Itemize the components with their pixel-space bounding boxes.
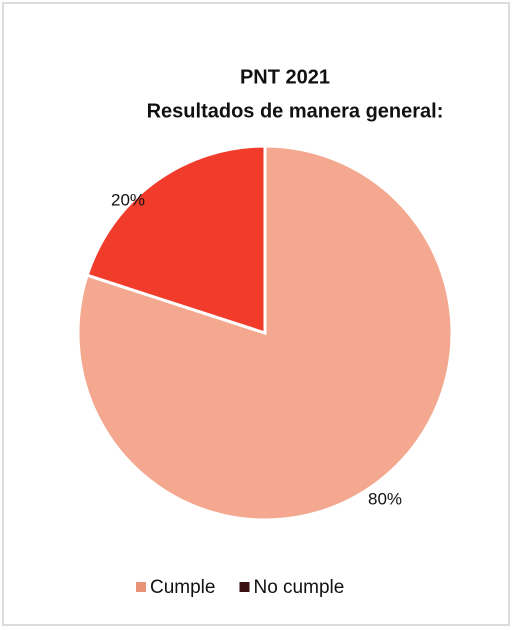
- data-label: 80%: [368, 489, 402, 508]
- legend-label: No cumple: [253, 577, 344, 598]
- chart-title: PNT 2021: [240, 66, 330, 88]
- data-label: 20%: [111, 190, 145, 209]
- legend-swatch: [239, 582, 250, 592]
- pie-slice: [85, 144, 267, 336]
- legend-swatch: [136, 582, 146, 592]
- chart-subtitle: Resultados de manera general:: [147, 100, 444, 122]
- legend-label: Cumple: [150, 577, 215, 598]
